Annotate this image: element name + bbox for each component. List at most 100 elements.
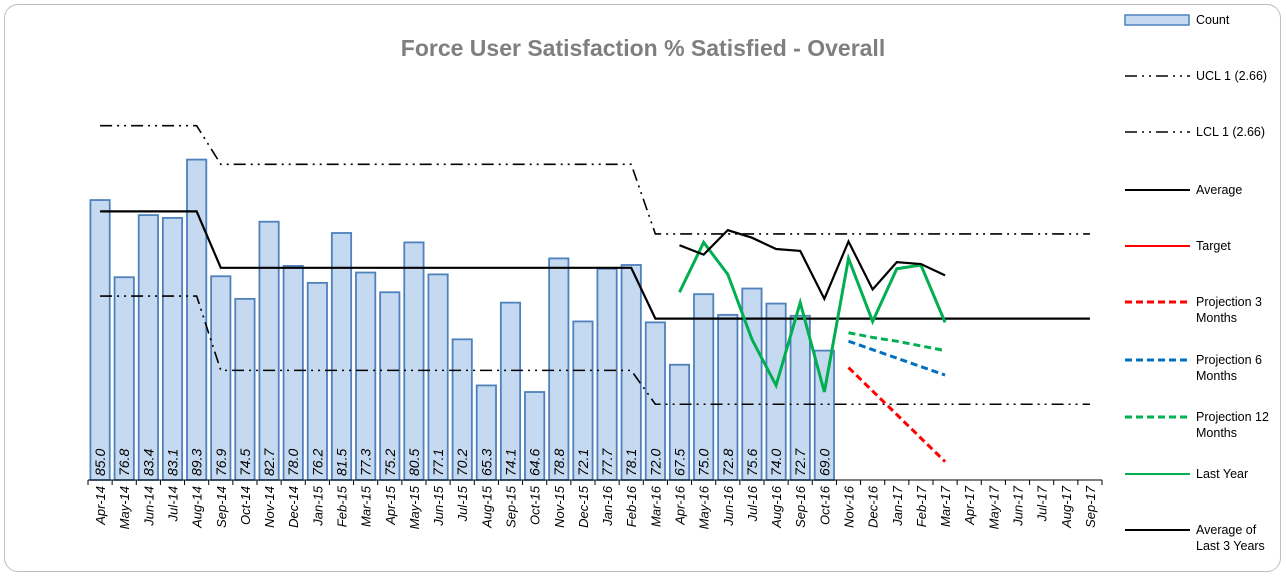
bar — [89, 199, 111, 481]
line-series — [100, 295, 1090, 406]
x-tick-label: Feb-15 — [335, 485, 350, 527]
bar-value-label: 72.8 — [720, 449, 736, 476]
x-tick-label: Oct-16 — [817, 485, 832, 525]
x-tick-label: May-16 — [697, 485, 712, 529]
x-tick-label: Apr-15 — [383, 485, 398, 526]
line-series — [100, 210, 1090, 320]
bar-value-label: 65.3 — [478, 449, 494, 476]
x-tick-label: Sep-15 — [504, 485, 519, 528]
bar-value-label: 83.1 — [165, 449, 181, 476]
bar-value-label: 77.1 — [430, 449, 446, 476]
bar-value-label: 74.1 — [503, 449, 519, 476]
x-tick-label: Jul-17 — [1035, 485, 1050, 522]
x-tick-label: Jun-15 — [431, 485, 446, 527]
chart-frame — [4, 4, 1281, 572]
x-tick-label: Aug-16 — [769, 485, 784, 529]
x-tick-label: Aug-15 — [479, 485, 494, 529]
x-tick-label: Jul-14 — [166, 486, 181, 522]
x-tick-label: May-14 — [117, 486, 132, 529]
x-tick-label: Nov-15 — [552, 485, 567, 528]
legend-label: Average of Last 3 Years — [1196, 523, 1265, 553]
x-tick-label: Oct-15 — [528, 485, 543, 525]
x-tick-label: Feb-17 — [914, 485, 929, 527]
x-tick-label: Jul-16 — [745, 485, 760, 522]
x-tick-label: Sep-17 — [1083, 485, 1098, 528]
bar-value-label: 75.6 — [744, 449, 760, 476]
legend-swatch — [1124, 14, 1190, 26]
x-tick-label: Jun-17 — [1011, 485, 1026, 527]
bar — [620, 264, 642, 481]
bar — [548, 257, 570, 481]
line-series — [848, 331, 946, 353]
line-series — [100, 124, 1090, 235]
x-tick-label: Apr-16 — [673, 485, 688, 526]
bar — [596, 267, 618, 481]
x-tick-label: Sep-14 — [214, 486, 229, 528]
bar-value-label: 64.6 — [527, 449, 543, 476]
bar-value-label: 75.0 — [696, 449, 712, 476]
x-tick-label: Sep-16 — [793, 485, 808, 528]
x-tick-label: Jun-14 — [141, 486, 156, 527]
legend-label: Projection 6 Months — [1196, 353, 1263, 383]
x-tick-label: Mar-17 — [938, 485, 953, 527]
x-tick-label: Oct-14 — [238, 486, 253, 525]
bar-value-label: 78.8 — [551, 449, 567, 476]
line-series — [678, 239, 947, 393]
bar — [161, 217, 184, 481]
bar-value-label: 72.0 — [647, 449, 663, 476]
bar-value-label: 76.2 — [309, 449, 325, 476]
line-series — [679, 228, 946, 302]
bar-value-label: 81.5 — [334, 449, 350, 476]
bar-value-label: 70.2 — [454, 449, 470, 476]
bar-value-label: 72.7 — [792, 448, 808, 476]
x-tick-label: May-15 — [407, 485, 422, 529]
x-tick-label: Mar-15 — [359, 485, 374, 527]
bar — [137, 214, 159, 481]
legend-label: Projection 3 Months — [1196, 295, 1263, 325]
x-tick-label: Jan-16 — [600, 485, 615, 527]
x-tick-label: Jan-17 — [890, 485, 905, 527]
x-tick-label: May-17 — [986, 485, 1001, 529]
x-tick-label: Dec-16 — [866, 485, 881, 528]
bar-value-label: 82.7 — [261, 448, 277, 476]
x-tick-label: Dec-15 — [576, 485, 591, 528]
bar-value-label: 74.0 — [768, 449, 784, 476]
legend-label: LCL 1 (2.66) — [1196, 125, 1266, 139]
bar — [186, 158, 208, 481]
bar-value-label: 89.3 — [189, 449, 205, 476]
x-tick-label: Dec-14 — [286, 486, 301, 528]
x-tick-label: Nov-14 — [262, 486, 277, 528]
bar — [330, 232, 353, 481]
bar — [403, 241, 425, 481]
x-tick-label: Feb-16 — [624, 485, 639, 527]
bar — [282, 265, 304, 481]
bar-value-label: 67.5 — [672, 449, 688, 476]
x-tick-label: Apr-14 — [93, 486, 108, 526]
legend-label: Average — [1196, 183, 1243, 197]
chart-title: Force User Satisfaction % Satisfied - Ov… — [401, 35, 885, 61]
legend-label: Count — [1196, 13, 1230, 27]
bar-value-label: 83.4 — [140, 449, 156, 476]
bar-value-label: 74.5 — [237, 449, 253, 476]
x-tick-label: Aug-14 — [190, 486, 205, 529]
line-series — [847, 366, 947, 463]
bar-value-label: 77.7 — [599, 448, 615, 476]
bar-value-label: 78.0 — [285, 449, 301, 476]
bar-value-label: 76.9 — [213, 449, 229, 476]
legend-label: Last Year — [1196, 467, 1249, 481]
x-tick-label: Jun-16 — [721, 485, 736, 527]
bar-value-label: 76.8 — [116, 449, 132, 476]
x-tick-label: Mar-16 — [648, 485, 663, 527]
line-series — [848, 339, 946, 377]
legend-label: Target — [1196, 239, 1231, 253]
bar-value-label: 80.5 — [406, 449, 422, 476]
bar-value-label: 77.3 — [358, 449, 374, 476]
x-tick-label: Apr-17 — [962, 485, 977, 526]
bar-value-label: 78.1 — [623, 449, 639, 476]
legend-label: Projection 12 Months — [1196, 410, 1269, 440]
bar-value-label: 85.0 — [92, 449, 108, 476]
x-tick-label: Jan-15 — [310, 485, 325, 527]
bar-value-label: 75.2 — [382, 449, 398, 476]
